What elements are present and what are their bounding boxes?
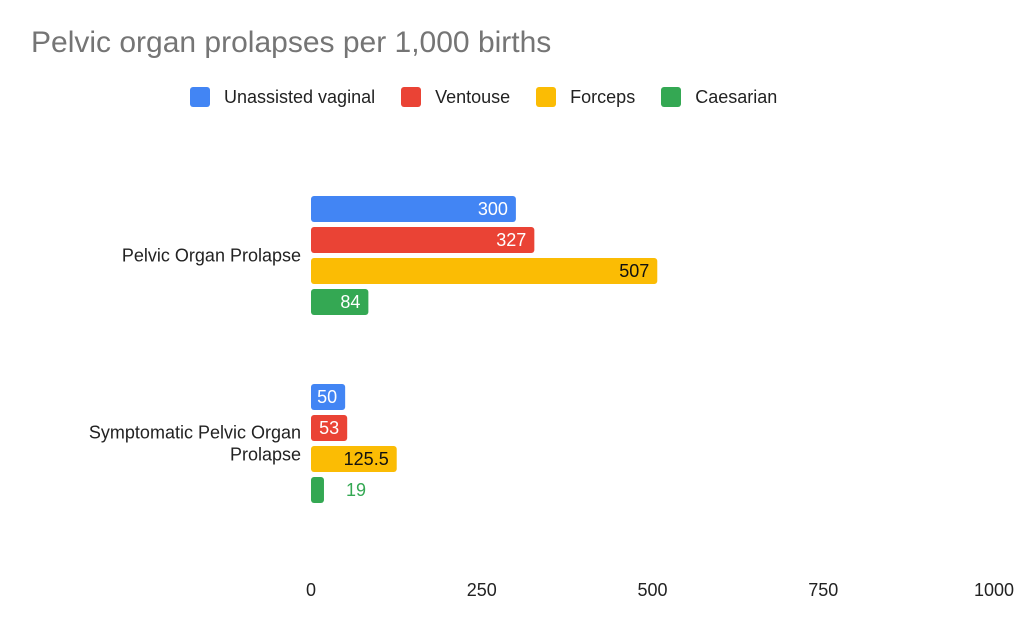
x-tick-label-500: 500 bbox=[637, 580, 667, 600]
legend-item-forceps[interactable]: Forceps bbox=[536, 87, 635, 108]
x-tick-label-1000: 1000 bbox=[974, 580, 1014, 600]
legend-swatch-caesarian bbox=[661, 87, 682, 107]
legend-item-unassisted-vaginal[interactable]: Unassisted vaginal bbox=[190, 87, 375, 108]
x-tick-label-250: 250 bbox=[467, 580, 497, 600]
bar-unassisted-vaginal-pelvic-organ-prolapse bbox=[311, 196, 516, 222]
data-label-caesarian-pelvic-organ-prolapse: 84 bbox=[340, 292, 360, 312]
chart-title: Pelvic organ prolapses per 1,000 births bbox=[31, 26, 552, 59]
x-tick-label-750: 750 bbox=[808, 580, 838, 600]
bar-unassisted-vaginal-symptomatic-pelvic-organ-prolapse bbox=[311, 384, 346, 410]
category-label-pelvic-organ-prolapse: Pelvic Organ Prolapse bbox=[122, 246, 301, 266]
bar-caesarian-symptomatic-pelvic-organ-prolapse bbox=[311, 477, 324, 503]
legend-label: Unassisted vaginal bbox=[224, 86, 376, 107]
data-label-caesarian-symptomatic-pelvic-organ-prolapse: 19 bbox=[346, 480, 366, 500]
data-label-unassisted-vaginal-symptomatic-pelvic-organ-prolapse: 50 bbox=[317, 387, 337, 407]
bar-forceps-pelvic-organ-prolapse bbox=[311, 258, 658, 284]
data-label-ventouse-pelvic-organ-prolapse: 327 bbox=[496, 230, 526, 250]
data-label-forceps-symptomatic-pelvic-organ-prolapse: 125.5 bbox=[344, 449, 389, 469]
legend-swatch-forceps bbox=[536, 87, 557, 107]
legend-item-ventouse[interactable]: Ventouse bbox=[401, 87, 510, 108]
legend-label: Ventouse bbox=[435, 86, 511, 107]
legend-swatch-unassisted-vaginal bbox=[190, 87, 210, 107]
bar-ventouse-pelvic-organ-prolapse bbox=[311, 227, 535, 253]
category-label-symptomatic-pelvic-organ-prolapse: Symptomatic Pelvic Organ Prolapse bbox=[89, 423, 301, 465]
x-tick-label-0: 0 bbox=[306, 580, 316, 600]
bar-caesarian-pelvic-organ-prolapse bbox=[311, 289, 369, 315]
legend-label: Caesarian bbox=[695, 86, 778, 107]
legend-label: Forceps bbox=[570, 86, 636, 107]
legend-swatch-ventouse bbox=[401, 87, 422, 107]
chart-legend: Unassisted vaginal Ventouse Forceps Caes… bbox=[190, 86, 803, 108]
legend-item-caesarian[interactable]: Caesarian bbox=[661, 87, 777, 108]
data-label-ventouse-symptomatic-pelvic-organ-prolapse: 53 bbox=[319, 418, 339, 438]
bar-ventouse-symptomatic-pelvic-organ-prolapse bbox=[311, 415, 348, 441]
bar-forceps-symptomatic-pelvic-organ-prolapse bbox=[311, 446, 397, 472]
data-label-unassisted-vaginal-pelvic-organ-prolapse: 300 bbox=[478, 199, 508, 219]
data-label-forceps-pelvic-organ-prolapse: 507 bbox=[619, 261, 649, 281]
